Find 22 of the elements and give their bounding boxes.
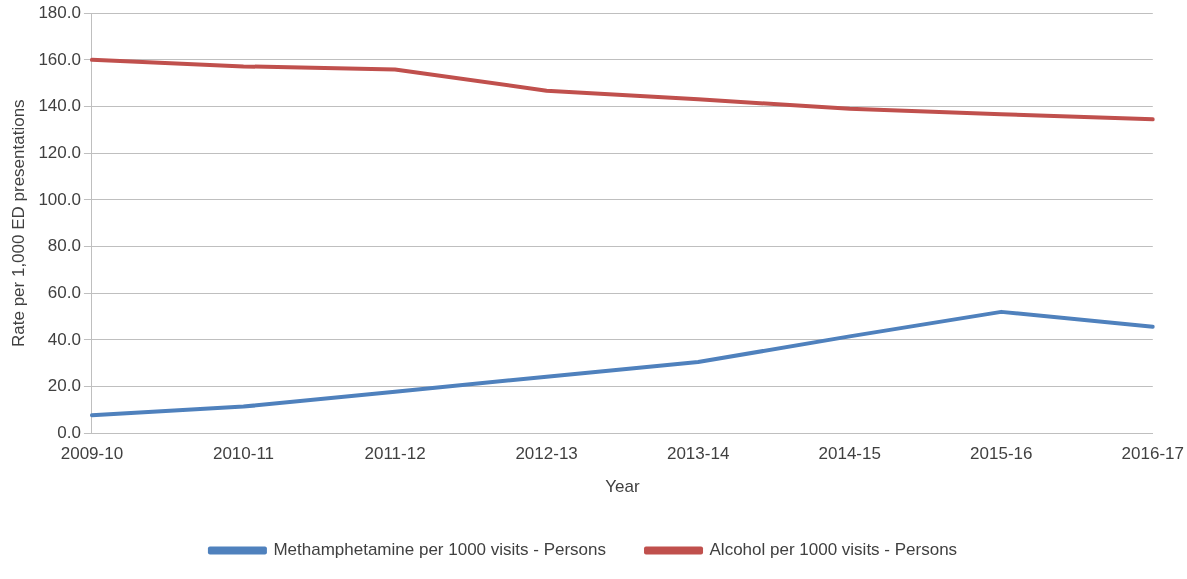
y-axis-title: Rate per 1,000 ED presentations [8,99,28,347]
y-tick-label: 100.0 [38,189,81,209]
y-tick-label: 180.0 [38,2,81,22]
x-tick-label: 2009-10 [60,444,124,464]
x-tick-label: 2014-15 [818,444,881,464]
legend-label: Alcohol per 1000 visits - Persons [709,540,958,560]
legend-label: Methamphetamine per 1000 visits - Persons [273,540,607,560]
y-tick-label: 140.0 [38,96,81,116]
x-tick-label: 2013-14 [666,444,730,464]
x-tick-label: 2012-13 [515,444,578,464]
x-tick-label: 2015-16 [970,444,1033,464]
y-tick-label: 0.0 [57,422,81,442]
y-tick-label: 40.0 [47,329,81,349]
y-tick-label: 120.0 [38,142,81,162]
y-tick-label: 20.0 [47,376,81,396]
y-tick-label: 60.0 [47,282,81,302]
x-tick-label: 2010-11 [212,444,275,464]
x-axis-title: Year [605,477,640,497]
y-tick-label: 80.0 [47,236,81,256]
x-tick-label: 2016-17 [1121,444,1184,464]
x-tick-label: 2011-12 [364,444,426,464]
y-tick-label: 160.0 [38,49,81,69]
